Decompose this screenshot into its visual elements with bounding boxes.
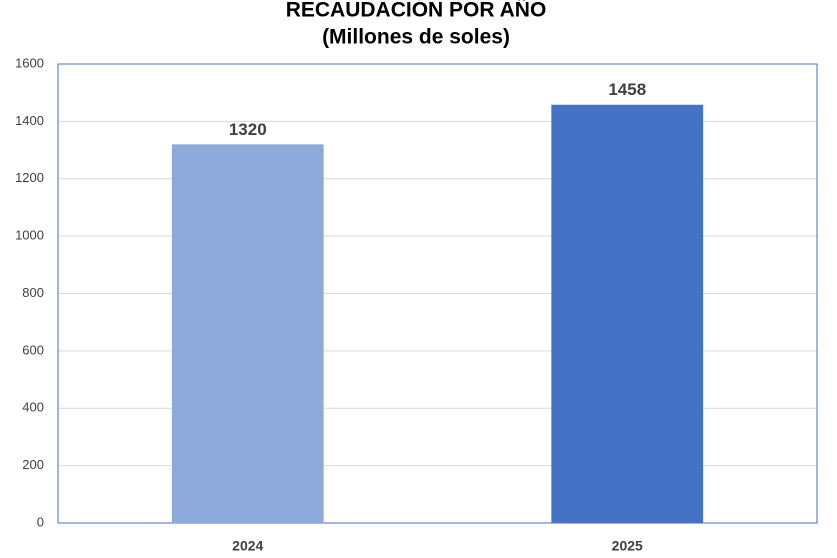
y-tick-label: 200 <box>22 457 44 472</box>
chart-subtitle: (Millones de soles) <box>322 26 510 49</box>
x-tick-label: 2024 <box>232 538 263 554</box>
x-tick-label: 2025 <box>612 538 643 554</box>
data-label: 1458 <box>608 80 646 99</box>
y-tick-label: 1400 <box>15 113 44 128</box>
y-tick-label: 1600 <box>15 55 44 70</box>
bar <box>171 144 324 523</box>
y-tick-label: 600 <box>22 342 44 357</box>
y-tick-label: 1000 <box>15 228 44 243</box>
y-tick-label: 400 <box>22 400 44 415</box>
chart-title: RECAUDACIÓN POR AÑO <box>286 0 547 22</box>
plot-border <box>57 63 818 524</box>
bar <box>551 104 704 523</box>
y-tick-label: 1200 <box>15 170 44 185</box>
data-label: 1320 <box>229 120 267 139</box>
y-tick-label: 0 <box>37 514 44 529</box>
y-tick-label: 800 <box>22 285 44 300</box>
